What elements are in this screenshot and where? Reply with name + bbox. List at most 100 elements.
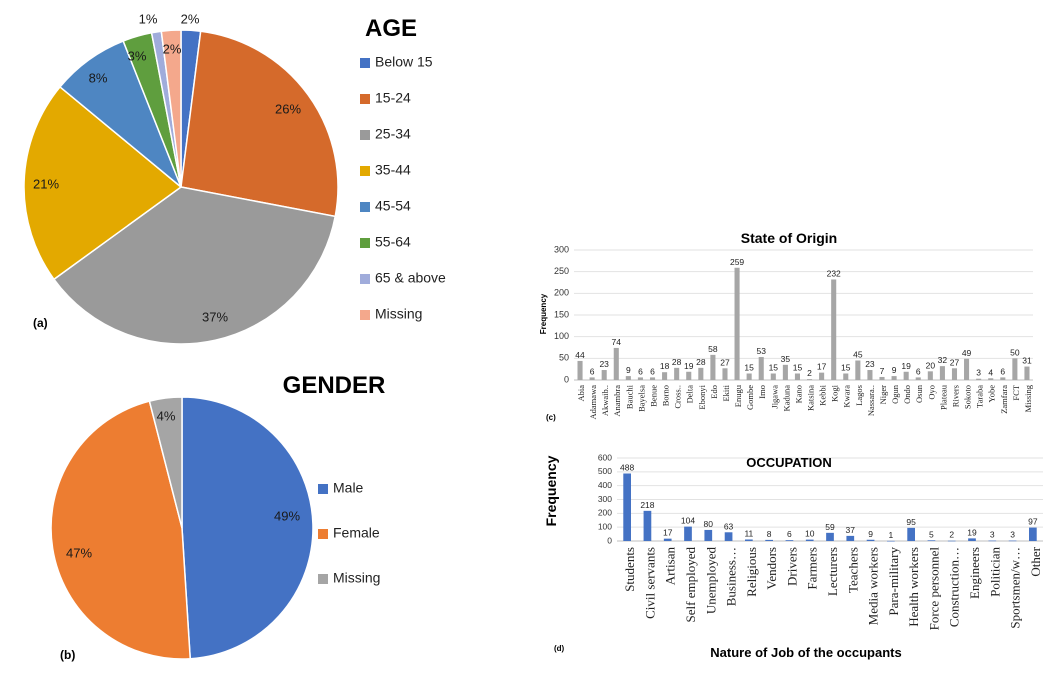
data-label-occ-6: 11 xyxy=(744,528,753,538)
data-label-state-36: 50 xyxy=(1010,347,1020,357)
bar-state-17 xyxy=(782,364,788,380)
y-tick-label-state-6: 300 xyxy=(554,244,569,254)
x-tick-label-occ-17: Engineers xyxy=(967,547,982,599)
x-tick-label-occ-4: Unemployed xyxy=(703,547,718,615)
x-tick-label-state-33: Taraba xyxy=(975,385,985,408)
pie-value-label-age-3: 21% xyxy=(33,176,59,191)
bar-state-36 xyxy=(1012,358,1018,380)
x-tick-label-state-25: Niger xyxy=(878,385,888,405)
legend-label-age-3: 35-44 xyxy=(375,162,411,178)
data-label-state-7: 18 xyxy=(660,361,670,371)
data-label-state-13: 259 xyxy=(730,257,744,267)
bar-state-22 xyxy=(843,373,849,380)
pie-slice-gender-0 xyxy=(181,396,314,660)
bar-state-19 xyxy=(807,379,813,380)
data-label-state-8: 28 xyxy=(672,357,682,367)
panel-label-occ: (d) xyxy=(554,644,565,653)
x-tick-label-occ-12: Media workers xyxy=(866,547,881,625)
bar-occ-14 xyxy=(907,527,915,541)
data-label-state-9: 19 xyxy=(684,361,694,371)
pie-value-label-age-4: 8% xyxy=(89,70,108,85)
data-label-state-35: 6 xyxy=(1000,366,1005,376)
bar-state-3 xyxy=(613,347,619,380)
x-tick-label-occ-5: Business… xyxy=(724,547,739,606)
data-label-occ-2: 17 xyxy=(663,528,673,538)
legend-swatch-age-5 xyxy=(360,238,370,248)
data-label-state-22: 15 xyxy=(841,363,851,373)
pie-value-label-age-0: 2% xyxy=(181,11,200,26)
x-tick-label-state-26: Ogun xyxy=(890,384,900,404)
x-tick-label-occ-13: Para-military xyxy=(886,547,901,616)
x-tick-label-state-19: Katsina xyxy=(805,385,815,411)
bar-state-28 xyxy=(915,377,921,380)
bar-state-7 xyxy=(662,372,668,380)
y-tick-label-state-1: 50 xyxy=(559,353,569,363)
x-tick-label-state-14: Gombe xyxy=(745,385,755,410)
bar-state-13 xyxy=(734,267,740,380)
bar-occ-13 xyxy=(887,540,895,542)
pie-value-label-age-1: 26% xyxy=(275,101,301,116)
x-tick-label-state-1: Adamawa xyxy=(588,385,598,420)
panel-label-state: (c) xyxy=(546,413,556,422)
pie-slice-gender-2 xyxy=(148,396,183,529)
data-label-state-15: 53 xyxy=(756,346,766,356)
bar-occ-7 xyxy=(765,539,773,541)
age-pie-panel: 2% 26% 37% 21% 8% 3% 1% 2% AGE Below 15 15-24 25-34… xyxy=(23,11,446,345)
bar-state-34 xyxy=(988,378,994,380)
x-tick-label-state-37: Missing xyxy=(1023,384,1033,412)
data-label-occ-16: 2 xyxy=(949,530,954,540)
data-label-occ-13: 1 xyxy=(888,530,893,540)
bar-state-9 xyxy=(686,371,692,380)
legend-swatch-age-4 xyxy=(360,202,370,212)
data-label-occ-9: 10 xyxy=(805,529,815,539)
legend-swatch-age-3 xyxy=(360,166,370,176)
data-label-state-20: 17 xyxy=(817,362,827,372)
data-label-occ-19: 3 xyxy=(1010,530,1015,540)
x-tick-label-state-31: Rivers xyxy=(950,385,960,407)
data-label-state-6: 6 xyxy=(650,366,655,376)
data-label-occ-3: 104 xyxy=(681,516,695,526)
data-label-state-11: 58 xyxy=(708,344,718,354)
data-label-state-25: 7 xyxy=(880,366,885,376)
bar-state-27 xyxy=(903,371,909,380)
legend-swatch-age-1 xyxy=(360,94,370,104)
bar-state-8 xyxy=(674,367,680,380)
data-label-occ-4: 80 xyxy=(704,519,714,529)
bar-occ-0 xyxy=(623,473,631,541)
data-label-state-3: 74 xyxy=(612,337,622,347)
chart-title-state: State of Origin xyxy=(741,230,837,246)
bar-occ-12 xyxy=(866,539,875,541)
y-tick-label-state-2: 100 xyxy=(554,331,569,341)
bar-occ-9 xyxy=(805,539,814,541)
legend-swatch-age-7 xyxy=(360,310,370,320)
pie-slice-age-1 xyxy=(180,30,339,218)
bar-state-1 xyxy=(589,377,595,380)
x-tick-label-state-28: Osun xyxy=(914,384,924,403)
data-label-state-30: 32 xyxy=(938,355,948,365)
data-label-state-17: 35 xyxy=(781,354,791,364)
x-tick-label-occ-0: Students xyxy=(622,547,637,592)
pie-value-label-age-2: 37% xyxy=(202,309,228,324)
bar-occ-19 xyxy=(1008,540,1017,542)
data-label-state-12: 27 xyxy=(720,357,730,367)
bar-occ-1 xyxy=(643,510,652,541)
y-axis-label-state: Frequency xyxy=(539,293,548,334)
bar-state-10 xyxy=(698,367,704,380)
bar-state-5 xyxy=(637,377,643,380)
data-label-state-29: 20 xyxy=(926,360,936,370)
panel-label-age: (a) xyxy=(33,316,48,330)
x-tick-label-state-30: Plateau xyxy=(938,384,948,410)
y-tick-label-occ-2: 200 xyxy=(598,508,612,518)
data-label-state-21: 232 xyxy=(827,268,841,278)
x-axis-label-occ: Nature of Job of the occupants xyxy=(710,645,901,660)
data-label-state-10: 28 xyxy=(696,357,706,367)
bar-state-32 xyxy=(964,358,970,380)
legend-swatch-age-6 xyxy=(360,274,370,284)
pie-value-label-gender-2: 4% xyxy=(157,408,176,423)
legend-label-age-0: Below 15 xyxy=(375,54,433,70)
y-tick-label-state-4: 200 xyxy=(554,288,569,298)
data-label-occ-15: 5 xyxy=(929,529,934,539)
bar-state-33 xyxy=(976,378,982,380)
x-tick-label-state-27: Ondo xyxy=(902,385,912,404)
